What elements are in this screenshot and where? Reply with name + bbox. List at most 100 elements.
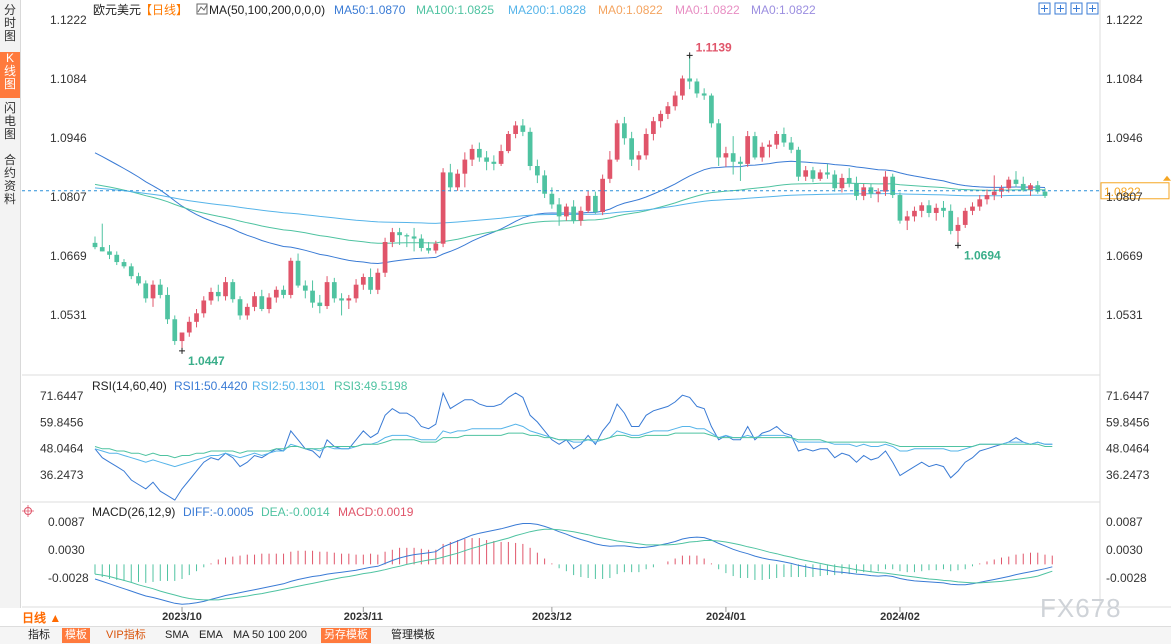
candle-body [832, 174, 838, 189]
candle-body [875, 191, 881, 194]
candle-body [1006, 179, 1012, 189]
x-axis-label: 2023/10 [162, 611, 202, 623]
candle-body [237, 299, 243, 316]
rsi-value: RSI3:49.5198 [334, 379, 408, 393]
macd-value: DIFF:-0.0005 [183, 505, 254, 519]
candle-body [817, 172, 823, 179]
candle-body [317, 302, 323, 307]
candle-body [759, 146, 765, 158]
candle-body [1028, 185, 1033, 190]
fullscreen-icon-frame [1086, 2, 1099, 15]
candle-body [977, 199, 983, 207]
tab-time-sharing[interactable]: 分时图 [3, 3, 16, 43]
candle-body [208, 291, 214, 301]
candle-body [426, 247, 431, 251]
move-icon-frame [1038, 2, 1051, 15]
candle-body [273, 289, 279, 298]
toolbar-item[interactable]: SMA [165, 629, 189, 641]
candle-body [665, 106, 671, 114]
chart-type-icon[interactable] [196, 3, 208, 15]
candle-body [745, 136, 751, 164]
candle-body [933, 207, 939, 213]
candle-body [397, 232, 402, 236]
price-tick-right: 1.0669 [1106, 249, 1143, 263]
candle-body [767, 144, 772, 147]
tab-contract-info[interactable]: 合约资料 [3, 153, 16, 206]
rsi-tick-left: 36.2473 [40, 468, 84, 482]
high-label: 1.1139 [696, 40, 732, 54]
x-axis-label: 2024/02 [880, 611, 920, 623]
candle-body [527, 131, 533, 167]
candle-body [223, 282, 228, 297]
candle-body [1020, 183, 1026, 190]
candle-body [991, 191, 997, 196]
x-axis-label: 2024/01 [706, 611, 746, 623]
candle-body [825, 172, 830, 175]
candle-body [172, 319, 178, 342]
candle-body [962, 210, 968, 225]
move-icon[interactable] [1038, 2, 1051, 15]
candle-body [585, 195, 591, 211]
toolbar-item[interactable]: MA 50 100 200 [233, 629, 308, 641]
ma-params: MA(50,100,200,0,0,0) [209, 3, 325, 17]
candle-body [215, 291, 221, 297]
chart[interactable]: 1.0822 1.1139 1.0447 1.0694 1.1222 1.1222 1.1… [0, 0, 1171, 626]
toolbar-item[interactable]: VIP指标 [106, 629, 146, 641]
candle-body [1042, 191, 1048, 196]
candle-body [571, 206, 576, 221]
candle-body [535, 166, 540, 176]
candle-body [194, 313, 199, 322]
rsi-line-1 [94, 423, 1053, 468]
candle-body [92, 242, 98, 248]
toolbar-item[interactable]: 指标 [28, 629, 50, 641]
macd-tick-left: 0.0087 [48, 515, 85, 529]
bottom-toolbar: 指标 模板 VIP指标 SMA EMA MA 50 100 200 另存模板 管理模板 [0, 626, 1171, 644]
symbol-title: 欧元美元 [93, 3, 141, 17]
candle-body [186, 321, 192, 333]
candle-body [788, 142, 794, 150]
macd-tick-right: -0.0028 [1106, 571, 1147, 585]
chart-type-icon-line [197, 4, 208, 13]
fullscreen-icon-glyph [1089, 5, 1096, 12]
candle-body [607, 159, 613, 179]
ma-value: MA100:1.0825 [416, 3, 494, 17]
fullscreen-icon[interactable] [1086, 2, 1099, 15]
period-select[interactable]: 日线 ▲ [22, 611, 62, 625]
candle-body [302, 285, 308, 291]
toolbar-item[interactable]: EMA [199, 629, 223, 641]
candle-body [382, 241, 388, 273]
zoom-in-icon-frame [1054, 2, 1067, 15]
candle-body [810, 170, 816, 179]
tab-flash[interactable]: 闪电图 [3, 101, 16, 141]
candle-body [984, 195, 990, 200]
candle-body [839, 177, 845, 189]
zoom-out-icon[interactable] [1070, 2, 1083, 15]
candle-body [672, 95, 678, 107]
candle-body [883, 176, 888, 192]
candle-body [259, 296, 265, 310]
candle-body [99, 247, 105, 252]
candle-body [462, 159, 468, 174]
candle-body [513, 125, 518, 134]
candle-body [121, 262, 127, 267]
toolbar-item[interactable]: 另存模板 [321, 628, 371, 643]
alert-arrow-icon[interactable] [1163, 175, 1171, 181]
macd-tick-right: 0.0087 [1106, 515, 1143, 529]
rsi-line-2 [94, 432, 1053, 459]
ma-value: MA50:1.0870 [334, 3, 406, 17]
candle-body [955, 224, 961, 231]
macd-tick-right: 0.0030 [1106, 543, 1143, 557]
candle-body [498, 151, 504, 164]
extreme-marker [686, 52, 693, 59]
candle-body [600, 178, 605, 213]
candle-body [658, 113, 664, 122]
price-tick-right: 1.1084 [1106, 72, 1143, 86]
toolbar-item[interactable]: 管理模板 [391, 629, 435, 641]
candle-body [738, 161, 743, 164]
zoom-in-icon[interactable] [1054, 2, 1067, 15]
candle-body [861, 187, 867, 196]
ma-value: MA0:1.0822 [751, 3, 816, 17]
toolbar-item[interactable]: 模板 [62, 628, 90, 643]
candle-body [157, 284, 163, 295]
